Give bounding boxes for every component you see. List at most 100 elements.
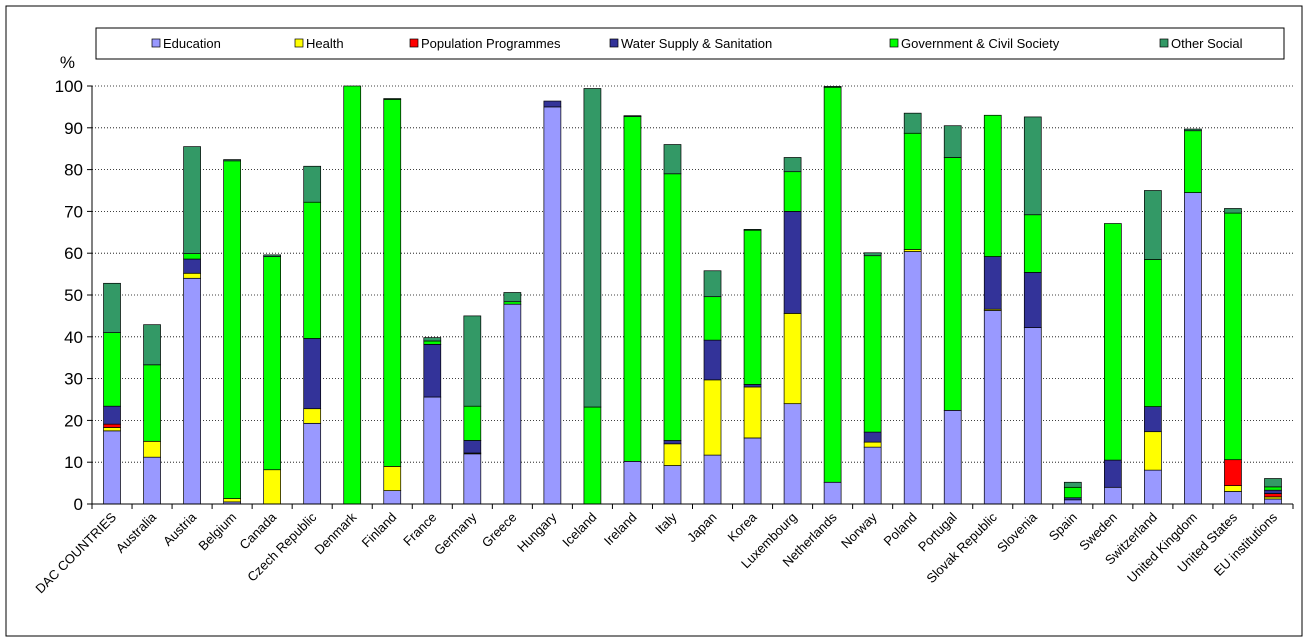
legend: Education Health Population Programmes Wate…: [151, 36, 1243, 51]
bar-segment: [943, 125, 962, 158]
bar-segment: [103, 282, 121, 333]
legend-label: Health: [306, 36, 344, 51]
bar-segment: [663, 443, 682, 466]
bar-segment: [943, 157, 962, 411]
bar-segment: [983, 114, 1002, 257]
bar-segment: [1144, 190, 1162, 260]
bar-segment: [463, 453, 482, 505]
bar-segment: [863, 252, 882, 257]
y-tick-label: 70: [64, 202, 83, 221]
legend-swatch: [1159, 38, 1169, 48]
legend-label: Other Social: [1171, 36, 1243, 51]
y-tick-label: 90: [64, 119, 83, 138]
y-tick-label: 100: [55, 77, 83, 96]
bar-segment: [183, 258, 201, 274]
bar-segment: [663, 144, 682, 175]
bar-segment: [623, 116, 642, 462]
bar-segment: [303, 165, 322, 203]
bar-segment: [263, 256, 281, 471]
bar-segment: [983, 310, 1002, 505]
bar-segment: [863, 431, 882, 443]
bar-segment: [823, 86, 842, 483]
bar-segment: [783, 403, 802, 505]
bar-segment: [1023, 116, 1042, 216]
bar-segment: [1224, 208, 1242, 214]
legend-label: Education: [163, 36, 221, 51]
bar-segment: [1063, 486, 1082, 499]
bar-segment: [823, 481, 842, 505]
bar-segment: [703, 454, 722, 505]
bar-segment: [263, 469, 281, 505]
bar-segment: [983, 256, 1002, 310]
bar-segment: [543, 106, 562, 505]
bar-segment: [143, 440, 161, 458]
bar-segment: [103, 430, 121, 505]
legend-label: Water Supply & Sanitation: [621, 36, 772, 51]
legend-swatch: [294, 38, 304, 48]
bar-segment: [103, 427, 121, 432]
bar-segment: [183, 146, 201, 254]
y-axis-unit-label: %: [60, 53, 75, 72]
bar-segment: [1184, 192, 1202, 505]
bar-segment: [783, 171, 802, 212]
bar-segment: [1144, 259, 1162, 407]
y-tick-label: 10: [64, 453, 83, 472]
bar-segment: [943, 410, 962, 505]
bar-segment: [183, 277, 201, 505]
bar-segment: [503, 301, 522, 305]
bar-segment: [463, 405, 482, 441]
bar-segment: [783, 313, 802, 405]
bar-segment: [1264, 489, 1282, 494]
bar-segment: [1264, 493, 1282, 498]
bar-segment: [1184, 130, 1202, 193]
bar-segment: [423, 340, 442, 345]
bar-segment: [1103, 459, 1122, 488]
bar-segment: [703, 270, 722, 298]
bar-segment: [783, 211, 802, 314]
bar-segment: [1224, 212, 1242, 461]
y-tick-label: 30: [64, 370, 83, 389]
bar-segment: [1224, 485, 1242, 492]
bar-segment: [663, 465, 682, 505]
bar-segment: [503, 303, 522, 505]
bar-segment: [103, 405, 121, 425]
bar-segment: [463, 440, 482, 454]
legend-swatch: [889, 38, 899, 48]
bar-segment: [703, 339, 722, 381]
bar-segment: [223, 159, 241, 162]
bar-segment: [423, 396, 442, 505]
bar-segment: [903, 112, 922, 134]
bar-segment: [583, 406, 602, 505]
y-tick-label: 60: [64, 244, 83, 263]
bar-segment: [103, 332, 121, 407]
bar-segment: [1063, 481, 1082, 488]
bar-segment: [1144, 406, 1162, 433]
bar-segment: [663, 440, 682, 445]
y-tick-label: 80: [64, 161, 83, 180]
bar-segment: [303, 408, 322, 424]
bar-segment: [623, 461, 642, 505]
bar-segment: [743, 386, 762, 439]
bar-segment: [703, 296, 722, 341]
bar-segment: [783, 157, 802, 173]
gridlines: [92, 85, 1293, 463]
bar-segment: [663, 173, 682, 441]
bar-segment: [543, 100, 562, 108]
bar-segment: [1264, 498, 1282, 505]
bar-segment: [383, 490, 402, 505]
bar-segment: [1103, 223, 1122, 461]
chart-frame: [5, 5, 1303, 637]
y-axis-ticks: 0 10 20 30 40 50 60 70 80 90 100: [55, 77, 92, 514]
bar-segment: [863, 441, 882, 448]
bar-segment: [1184, 128, 1202, 132]
bar-segment: [223, 498, 241, 503]
bar-segment: [183, 272, 201, 279]
legend-swatch: [609, 38, 619, 48]
bar-segment: [143, 324, 161, 366]
bar-segment: [1264, 486, 1282, 491]
bar-segment: [1144, 431, 1162, 471]
bar-segment: [223, 160, 241, 499]
legend-label: Population Programmes: [421, 36, 561, 51]
bar-segment: [103, 423, 121, 428]
